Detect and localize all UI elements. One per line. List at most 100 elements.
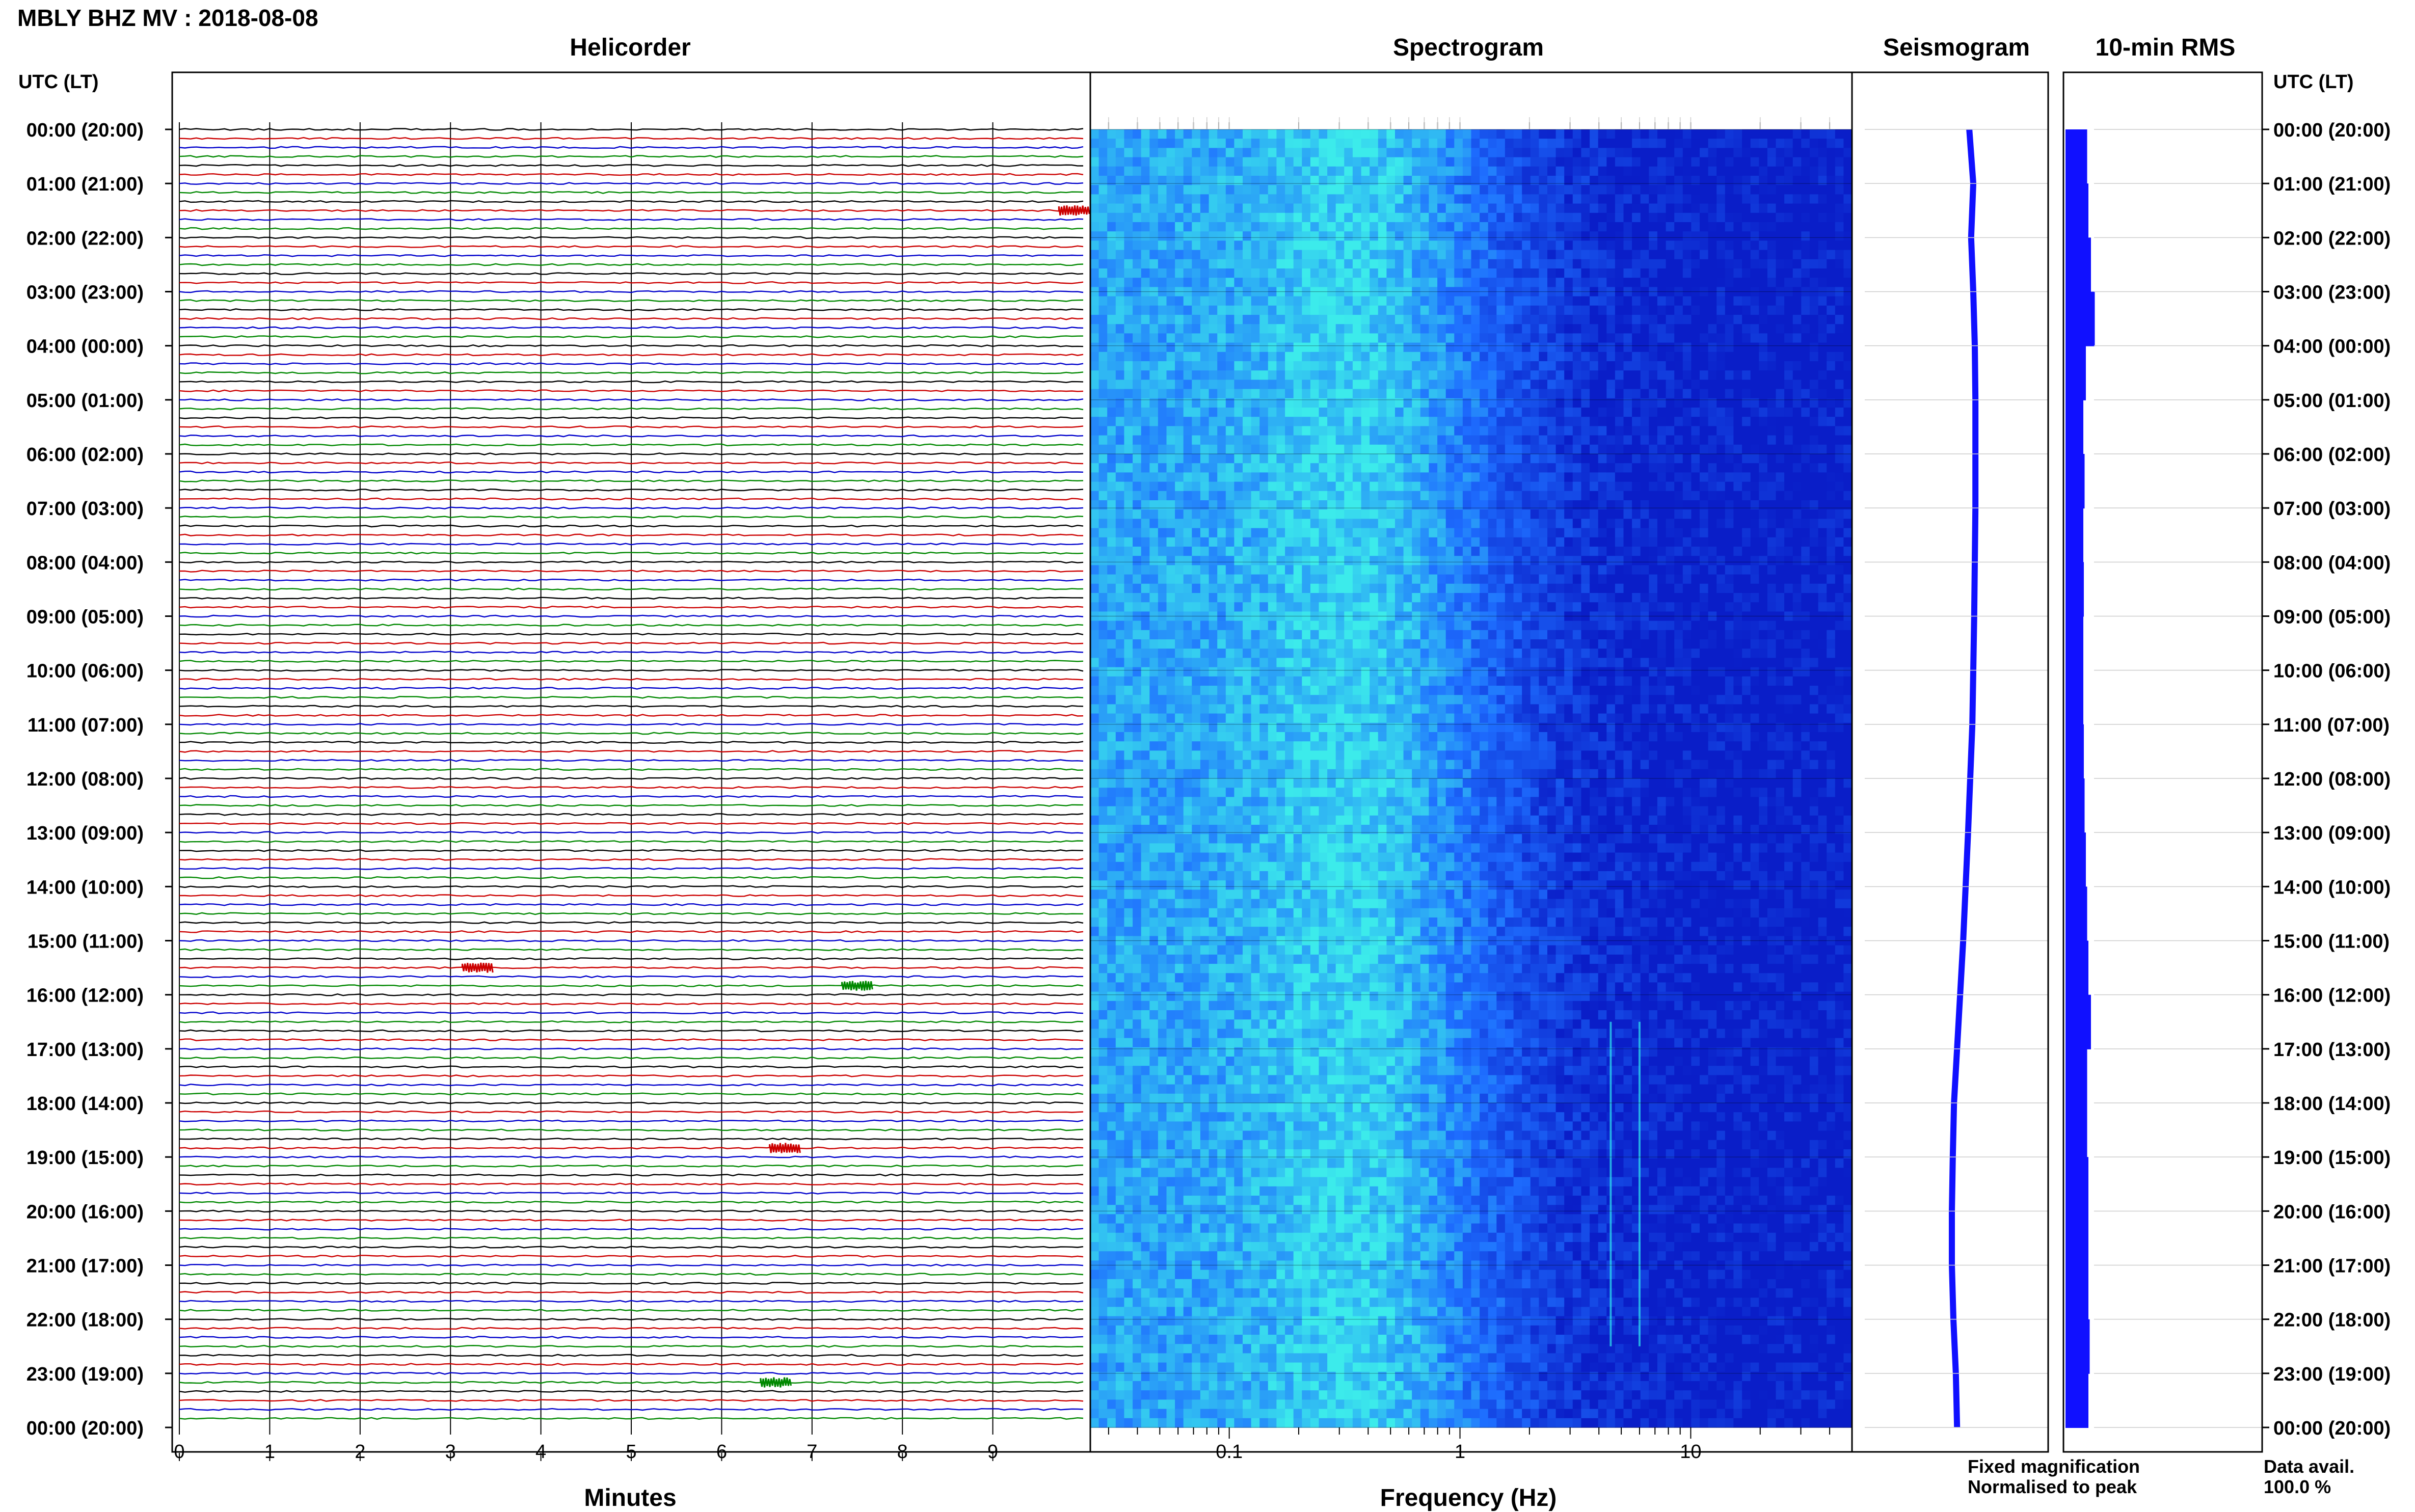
spectrogram-cell <box>1158 1353 1167 1363</box>
spectrogram-cell <box>1209 481 1218 492</box>
spectrogram-cell <box>1141 509 1150 519</box>
spectrogram-cell <box>1276 1019 1285 1029</box>
spectrogram-cell <box>1386 408 1396 417</box>
spectrogram-cell <box>1115 1381 1124 1391</box>
spectrogram-cell <box>1234 639 1243 649</box>
spectrogram-cell <box>1090 324 1099 334</box>
spectrogram-cell <box>1175 1029 1184 1039</box>
spectrogram-cell <box>1234 649 1243 658</box>
spectrogram-cell <box>1175 426 1184 436</box>
spectrogram-cell <box>1344 620 1353 631</box>
spectrogram-cell <box>1183 834 1192 844</box>
spectrogram-cell <box>1276 1409 1285 1419</box>
spectrogram-cell <box>1209 982 1218 992</box>
spectrogram-cell <box>1378 231 1387 241</box>
spectrogram-cell <box>1259 1418 1269 1428</box>
spectrogram-cell <box>1217 1251 1226 1261</box>
spectrogram-cell <box>1141 296 1150 306</box>
spectrogram-cell <box>1344 704 1353 714</box>
spectrogram-cell <box>1158 815 1167 825</box>
spectrogram-cell <box>1141 1168 1150 1178</box>
spectrogram-cell <box>1166 519 1175 529</box>
spectrogram-cell <box>1141 880 1150 890</box>
spectrogram-cell <box>1285 342 1294 353</box>
spectrogram-cell <box>1259 1205 1269 1214</box>
spectrogram-cell <box>1200 380 1210 390</box>
spectrogram-cell <box>1234 472 1243 482</box>
spectrogram-cell <box>1124 417 1133 426</box>
spectrogram-cell <box>1268 861 1277 872</box>
spectrogram-cell <box>1149 481 1159 492</box>
spectrogram-cell <box>1335 861 1345 872</box>
spectrogram-cell <box>1234 463 1243 473</box>
spectrogram-cell <box>1183 361 1192 371</box>
spectrogram-cell <box>1327 1316 1336 1326</box>
spectrogram-cell <box>1090 454 1099 464</box>
spectrogram-cell <box>1158 435 1167 445</box>
spectrogram-cell <box>1327 1381 1336 1391</box>
spectrogram-cell <box>1268 880 1277 890</box>
spectrogram-cell <box>1378 861 1387 872</box>
spectrogram-cell <box>1335 834 1345 844</box>
spectrogram-cell <box>1370 1029 1379 1039</box>
spectrogram-cell <box>1310 769 1320 779</box>
spectrogram-cell <box>1243 240 1252 251</box>
spectrogram-cell <box>1217 1103 1226 1113</box>
spectrogram-cell <box>1209 203 1218 213</box>
spectrogram-cell <box>1107 352 1116 362</box>
spectrogram-cell <box>1166 732 1175 742</box>
spectrogram-cell <box>1302 750 1311 761</box>
spectrogram-cell <box>1133 1270 1142 1280</box>
spectrogram-cell <box>1149 936 1159 946</box>
spectrogram-cell <box>1098 658 1108 668</box>
spectrogram-cell <box>1234 778 1243 788</box>
spectrogram-cell <box>1327 991 1336 1002</box>
spectrogram-cell <box>1302 1057 1311 1066</box>
spectrogram-cell <box>1090 1353 1099 1363</box>
spectrogram-cell <box>1124 259 1133 269</box>
spectrogram-cell <box>1378 1260 1387 1271</box>
spectrogram-cell <box>1327 880 1336 890</box>
spectrogram-cell <box>1285 463 1294 473</box>
spectrogram-cell <box>1133 157 1142 167</box>
spectrogram-cell <box>1234 593 1243 603</box>
spectrogram-cell <box>1344 611 1353 622</box>
spectrogram-cell <box>1327 658 1336 668</box>
spectrogram-cell <box>1327 1103 1336 1113</box>
spectrogram-cell <box>1276 352 1285 362</box>
spectrogram-cell <box>1259 556 1269 565</box>
spectrogram-cell <box>1386 176 1396 185</box>
spectrogram-cell <box>1149 1093 1159 1103</box>
spectrogram-cell <box>1175 166 1184 176</box>
spectrogram-cell <box>1200 176 1210 185</box>
spectrogram-cell <box>1327 1214 1336 1224</box>
spectrogram-cell <box>1251 788 1260 797</box>
spectrogram-cell <box>1378 222 1387 232</box>
spectrogram-cell <box>1090 398 1099 408</box>
spectrogram-cell <box>1183 936 1192 946</box>
spectrogram-cell <box>1378 352 1387 362</box>
spectrogram-cell <box>1209 676 1218 686</box>
spectrogram-cell <box>1285 658 1294 668</box>
spectrogram-cell <box>1243 880 1252 890</box>
spectrogram-cell <box>1098 176 1108 185</box>
spectrogram-cell <box>1319 1093 1328 1103</box>
spectrogram-cell <box>1225 861 1235 872</box>
spectrogram-cell <box>1158 398 1167 408</box>
spectrogram-cell <box>1259 565 1269 575</box>
spectrogram-cell <box>1107 1307 1116 1317</box>
spectrogram-cell <box>1183 732 1192 742</box>
spectrogram-cell <box>1378 547 1387 556</box>
spectrogram-cell <box>1335 361 1345 371</box>
spectrogram-cell <box>1124 593 1133 603</box>
spectrogram-cell <box>1344 454 1353 464</box>
spectrogram-cell <box>1251 1325 1260 1335</box>
spectrogram-cell <box>1302 537 1311 547</box>
spectrogram-cell <box>1259 1409 1269 1419</box>
spectrogram-cell <box>1352 157 1362 167</box>
spectrogram-cell <box>1225 435 1235 445</box>
spectrogram-cell <box>1370 231 1379 241</box>
spectrogram-cell <box>1268 908 1277 918</box>
spectrogram-cell <box>1243 1158 1252 1168</box>
spectrogram-cell <box>1124 1112 1133 1122</box>
